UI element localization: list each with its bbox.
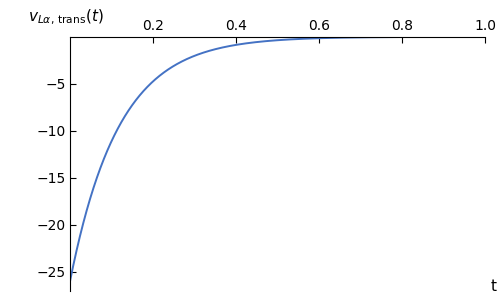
X-axis label: t: t [490,279,496,294]
Y-axis label: $v_{L\alpha,\,\mathrm{trans}}(t)$: $v_{L\alpha,\,\mathrm{trans}}(t)$ [28,7,104,27]
